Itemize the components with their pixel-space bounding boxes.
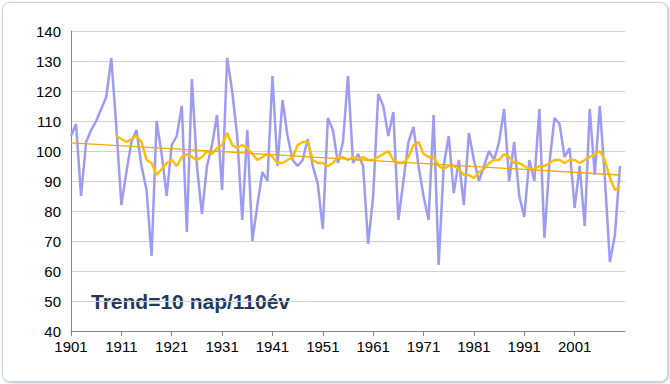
svg-text:1951: 1951 xyxy=(306,338,339,355)
svg-text:1941: 1941 xyxy=(256,338,289,355)
svg-text:1961: 1961 xyxy=(356,338,389,355)
svg-text:120: 120 xyxy=(36,83,61,100)
svg-text:60: 60 xyxy=(44,263,61,280)
svg-text:50: 50 xyxy=(44,293,61,310)
svg-text:40: 40 xyxy=(44,323,61,340)
svg-text:100: 100 xyxy=(36,143,61,160)
svg-text:1971: 1971 xyxy=(407,338,440,355)
svg-text:70: 70 xyxy=(44,233,61,250)
svg-text:140: 140 xyxy=(36,23,61,40)
svg-text:80: 80 xyxy=(44,203,61,220)
svg-text:1991: 1991 xyxy=(508,338,541,355)
svg-text:Trend=10 nap/110év: Trend=10 nap/110év xyxy=(91,290,290,313)
svg-text:1921: 1921 xyxy=(155,338,188,355)
svg-text:1981: 1981 xyxy=(457,338,490,355)
svg-text:1931: 1931 xyxy=(205,338,238,355)
svg-text:1911: 1911 xyxy=(105,338,137,355)
svg-text:130: 130 xyxy=(36,53,61,70)
svg-text:1901: 1901 xyxy=(54,338,87,355)
svg-text:2001: 2001 xyxy=(558,338,591,355)
svg-text:110: 110 xyxy=(37,113,61,130)
svg-text:90: 90 xyxy=(44,173,61,190)
